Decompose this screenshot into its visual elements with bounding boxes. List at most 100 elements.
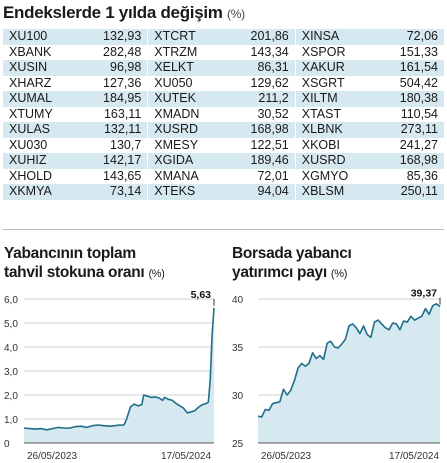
index-value: 273,11	[373, 122, 444, 138]
y-tick-label: 5,0	[4, 319, 18, 330]
index-value: 72,06	[373, 29, 444, 45]
index-code: XLBNK	[295, 122, 374, 138]
chart-1-title-unit: (%)	[148, 268, 165, 280]
index-code: XU100	[3, 29, 77, 45]
index-value: 132,11	[76, 122, 149, 138]
chart-2-title: Borsada yabancı yatırımcı payı (%)	[232, 244, 352, 284]
y-tick-label: 25	[232, 439, 244, 450]
index-value: 143,65	[76, 168, 149, 184]
index-code: XSGRT	[295, 75, 374, 91]
index-code: XHOLD	[3, 168, 77, 184]
y-tick-label: 2,0	[4, 391, 18, 402]
y-tick-label: 30	[232, 391, 244, 402]
chart-2-title-line1: Borsada yabancı	[232, 245, 352, 262]
x-tick-label: 17/05/2024	[389, 451, 439, 462]
index-code: XUSIN	[3, 60, 77, 76]
index-code: XULAS	[3, 122, 77, 138]
series-line	[257, 302, 441, 418]
chart-2-title-line2: yatırımcı payı	[232, 264, 327, 281]
index-code: XUSRD	[147, 122, 224, 138]
index-value: 143,34	[223, 44, 296, 60]
table-row: XUSIN 96,98 XELKT 86,31 XAKUR 161,54	[3, 60, 444, 76]
y-tick-label: 3,0	[4, 367, 18, 378]
index-value: 161,54	[373, 60, 444, 76]
index-code: XBLSM	[295, 184, 374, 200]
chart-1-title-line2: tahvil stokuna oranı	[4, 264, 145, 281]
index-code: XUMAL	[3, 91, 77, 107]
index-code: XAKUR	[295, 60, 374, 76]
table-row: XHARZ 127,36 XU050 129,62 XSGRT 504,42	[3, 75, 444, 91]
index-code: XUTEK	[147, 91, 224, 107]
series-area	[258, 303, 440, 443]
index-code: XINSA	[295, 29, 374, 45]
index-value: 129,62	[223, 75, 296, 91]
index-value: 85,36	[373, 168, 444, 184]
index-value: 282,48	[76, 44, 149, 60]
y-tick-label: 40	[232, 295, 244, 306]
index-value: 96,98	[76, 60, 149, 76]
chart-1-title-line1: Yabancının toplam	[4, 245, 136, 262]
index-value: 241,27	[373, 137, 444, 153]
index-code: XELKT	[147, 60, 224, 76]
index-code: XSPOR	[295, 44, 374, 60]
index-value: 73,14	[76, 184, 149, 200]
index-value: 130,7	[76, 137, 149, 153]
index-change-table: XU100 132,93 XTCRT 201,86 XINSA 72,06 XBANK 282…	[3, 29, 444, 200]
index-code: XMESY	[147, 137, 224, 153]
x-tick-label: 26/05/2023	[261, 451, 311, 462]
index-value: 189,46	[223, 153, 296, 169]
index-value: 94,04	[223, 184, 296, 200]
index-code: XU050	[147, 75, 224, 91]
index-value: 201,86	[223, 29, 296, 45]
table-row: XU030 130,7 XMESY 122,51 XKOBI 241,27	[3, 137, 444, 153]
index-code: XTAST	[295, 106, 374, 122]
table-row: XUMAL 184,95 XUTEK 211,2 XILTM 180,38	[3, 91, 444, 107]
last-value-label: 5,63	[191, 289, 212, 301]
index-code: XHARZ	[3, 75, 77, 91]
index-value: 72,01	[223, 168, 296, 184]
index-value: 168,98	[373, 153, 444, 169]
table-row: XBANK 282,48 XTRZM 143,34 XSPOR 151,33	[3, 44, 444, 60]
index-value: 151,33	[373, 44, 444, 60]
table-row: XKMYA 73,14 XTEKS 94,04 XBLSM 250,11	[3, 184, 444, 200]
index-code: XGIDA	[147, 153, 224, 169]
index-value: 184,95	[76, 91, 149, 107]
index-code: XTCRT	[147, 29, 224, 45]
y-tick-label: 0	[4, 439, 10, 450]
index-value: 30,52	[223, 106, 296, 122]
index-code: XUHIZ	[3, 153, 77, 169]
index-value: 504,42	[373, 75, 444, 91]
index-code: XMANA	[147, 168, 224, 184]
x-tick-label: 26/05/2023	[27, 451, 77, 462]
index-code: XGMYO	[295, 168, 374, 184]
table-row: XHOLD 143,65 XMANA 72,01 XGMYO 85,36	[3, 168, 444, 184]
index-code: XU030	[3, 137, 77, 153]
index-value: 86,31	[223, 60, 296, 76]
chart-1-title: Yabancının toplam tahvil stokuna oranı (…	[4, 244, 165, 284]
index-value: 142,17	[76, 153, 149, 169]
page-title-unit: (%)	[227, 7, 245, 21]
last-value-label: 39,37	[411, 288, 437, 300]
index-code: XMADN	[147, 106, 224, 122]
series-line	[23, 307, 215, 431]
index-value: 132,93	[76, 29, 149, 45]
index-value: 180,38	[373, 91, 444, 107]
index-value: 163,11	[76, 106, 149, 122]
table-row: XULAS 132,11 XUSRD 168,98 XLBNK 273,11	[3, 122, 444, 138]
index-code: XTUMY	[3, 106, 77, 122]
page-title: Endekslerde 1 yılda değişim (%)	[3, 3, 245, 23]
y-tick-label: 35	[232, 343, 244, 354]
y-tick-label: 6,0	[4, 295, 18, 306]
y-tick-label: 1,0	[4, 415, 18, 426]
y-tick-label: 4,0	[4, 343, 18, 354]
index-code: XKOBI	[295, 137, 374, 153]
index-value: 127,36	[76, 75, 149, 91]
index-value: 122,51	[223, 137, 296, 153]
page-title-text: Endekslerde 1 yılda değişim	[3, 3, 223, 22]
table-row: XU100 132,93 XTCRT 201,86 XINSA 72,06	[3, 29, 444, 45]
index-value: 211,2	[223, 91, 296, 107]
index-code: XILTM	[295, 91, 374, 107]
table-row: XUHIZ 142,17 XGIDA 189,46 XUSRD 168,98	[3, 153, 444, 169]
index-code: XKMYA	[3, 184, 77, 200]
